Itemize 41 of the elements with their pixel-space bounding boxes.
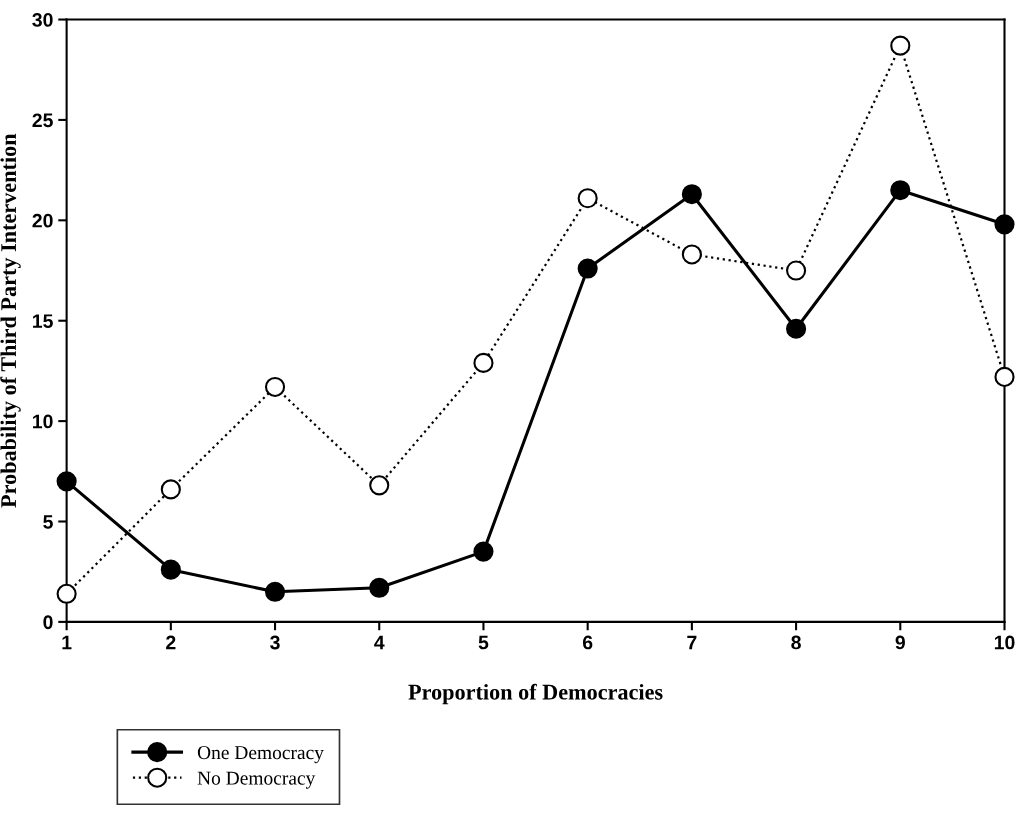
point (264, 581, 286, 602)
point (160, 479, 181, 500)
point (56, 583, 77, 604)
point (473, 352, 494, 373)
x-tick-label: 5 (478, 635, 489, 650)
point (577, 188, 598, 209)
y-tick-label: 25 (32, 113, 53, 128)
x-tick-label: 4 (374, 635, 385, 650)
point (890, 180, 911, 201)
point (786, 260, 807, 281)
point (369, 577, 390, 598)
x-axis-title: Proportion of Democracies (408, 683, 663, 705)
legend-label: No Democracy (197, 771, 316, 789)
x-tick-label: 8 (791, 635, 801, 650)
point (56, 471, 77, 492)
x-tick-label: 9 (895, 635, 905, 650)
point (369, 475, 390, 496)
x-tick-label: 10 (994, 635, 1015, 650)
y-tick-label: 10 (33, 414, 53, 429)
x-tick-label: 2 (166, 635, 176, 650)
legend-label: One Democracy (197, 746, 324, 764)
y-axis-title: Probability of Third Party Intervention (0, 133, 21, 508)
x-tick-label: 3 (270, 635, 280, 650)
y-tick-label: 15 (33, 314, 53, 328)
point (994, 366, 1015, 387)
point (994, 214, 1015, 235)
x-tick-label: 1 (62, 635, 72, 650)
x-tick-label: 6 (582, 635, 593, 650)
y-tick-label: 5 (43, 515, 53, 529)
point (681, 184, 702, 205)
point (786, 318, 807, 339)
y-tick-label: 0 (43, 615, 53, 630)
y-tick-label: 20 (32, 213, 53, 228)
point (264, 376, 286, 398)
point (577, 258, 598, 279)
point (890, 35, 911, 56)
point (473, 541, 494, 562)
point (160, 559, 181, 580)
x-tick-label: 7 (687, 635, 697, 650)
point (681, 244, 702, 265)
y-tick-label: 30 (32, 13, 53, 27)
